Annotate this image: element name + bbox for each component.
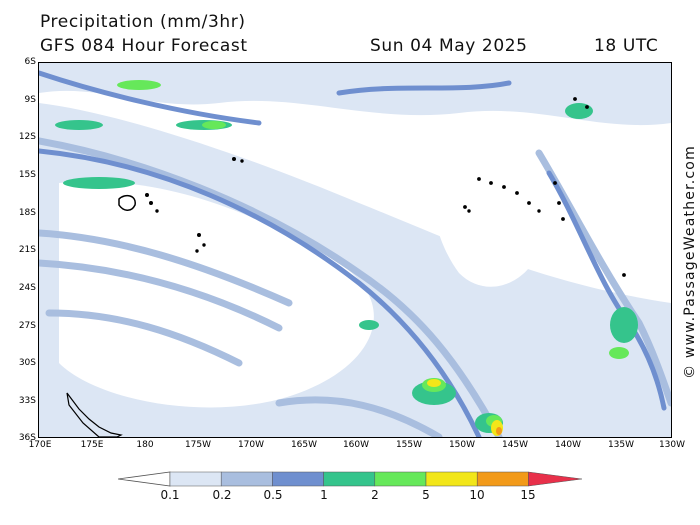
legend-value: 0.1 <box>160 488 180 502</box>
lat-label: 21S <box>18 245 36 255</box>
legend-value: 2 <box>371 488 379 502</box>
lat-label: 36S <box>18 433 36 443</box>
legend-value: 5 <box>422 488 430 502</box>
lon-label: 135W <box>607 440 635 450</box>
lat-label: 12S <box>18 132 36 142</box>
legend-value: 10 <box>469 488 485 502</box>
lat-label: 6S <box>24 57 36 67</box>
legend-swatch <box>528 471 582 487</box>
lon-label: 145W <box>501 440 529 450</box>
lon-label: 130W <box>658 440 686 450</box>
legend-swatch <box>323 471 376 487</box>
lat-label: 9S <box>24 95 36 105</box>
map-title: Precipitation (mm/3hr) <box>40 12 246 32</box>
lon-label: 155W <box>395 440 423 450</box>
lon-label: 175W <box>184 440 212 450</box>
legend-value: 15 <box>520 488 536 502</box>
forecast-time: 18 UTC <box>594 36 659 56</box>
legend-swatch <box>425 471 478 487</box>
legend-swatch <box>476 471 529 487</box>
forecast-hour: GFS 084 Hour Forecast <box>40 36 248 56</box>
lat-label: 33S <box>18 396 36 406</box>
lat-label: 18S <box>18 208 36 218</box>
legend-swatch <box>374 471 427 487</box>
lon-label: 170W <box>237 440 265 450</box>
lon-label: 140W <box>554 440 582 450</box>
watermark: © www.PassageWeather.com <box>682 145 698 379</box>
lon-label: 150W <box>448 440 476 450</box>
precipitation-map <box>38 62 672 438</box>
lon-label: 170E <box>28 440 52 450</box>
lon-label: 160W <box>342 440 370 450</box>
lon-label: 165W <box>290 440 318 450</box>
legend-value: 0.5 <box>263 488 283 502</box>
lat-label: 27S <box>18 321 36 331</box>
islands <box>66 97 626 437</box>
legend-swatch <box>220 471 273 487</box>
lat-label: 30S <box>18 358 36 368</box>
legend-swatch <box>118 471 171 487</box>
legend-value: 1 <box>320 488 328 502</box>
lon-label: 180 <box>136 440 154 450</box>
lat-label: 15S <box>18 170 36 180</box>
lat-label: 24S <box>18 283 36 293</box>
precipitation-map-canvas <box>39 63 671 437</box>
precip-cores <box>427 379 503 436</box>
forecast-date: Sun 04 May 2025 <box>370 36 528 56</box>
color-legend <box>118 471 582 487</box>
legend-value: 0.2 <box>212 488 232 502</box>
legend-swatch <box>169 471 222 487</box>
legend-swatch <box>272 471 324 487</box>
lon-label: 175E <box>80 440 104 450</box>
